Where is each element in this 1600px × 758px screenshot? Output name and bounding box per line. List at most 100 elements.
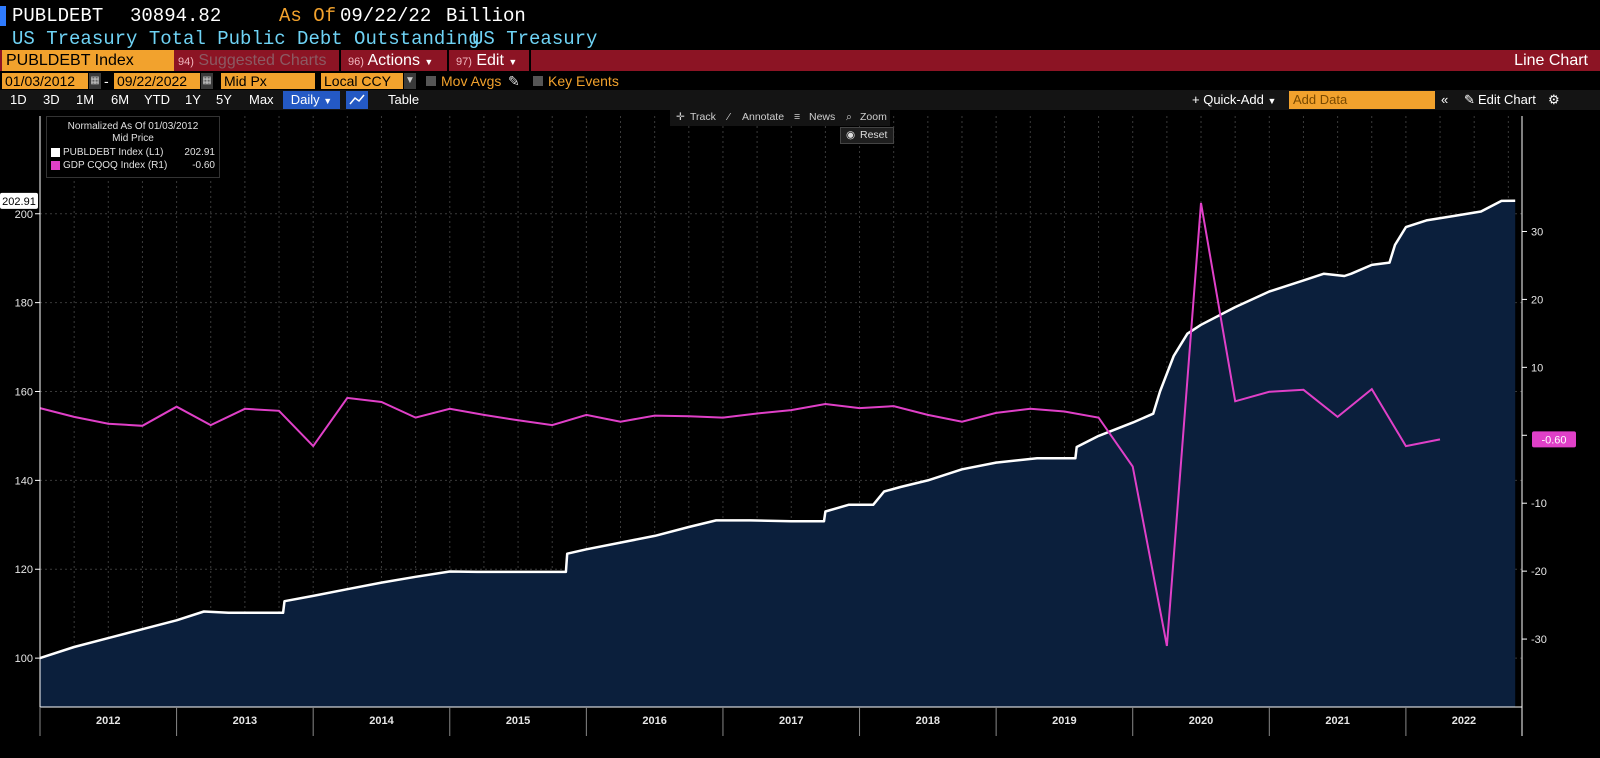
left-tick-label: 160 (15, 387, 33, 399)
year-label: 2015 (506, 715, 530, 727)
right-tick-label: -10 (1531, 498, 1547, 510)
right-tick-label: -20 (1531, 566, 1547, 578)
legend-swatch-debt (51, 148, 60, 157)
price-field-select[interactable]: Mid Px (221, 73, 315, 89)
chevron-down-icon[interactable]: ▼ (404, 73, 416, 89)
legend-series-name: GDP CQOQ Index (R1) (63, 160, 168, 171)
reset-button[interactable]: ◉ Reset (840, 127, 894, 144)
year-label: 2013 (233, 715, 257, 727)
chart-frame (39, 116, 1523, 736)
units-label: Billion (446, 5, 526, 27)
pencil-icon[interactable]: ✎ (1464, 92, 1475, 107)
as-of-date: 09/22/22 (340, 5, 432, 27)
left-tick-label: 100 (15, 653, 33, 665)
pencil-icon[interactable]: ✎ (508, 73, 520, 89)
gear-icon[interactable]: ⚙ (1548, 92, 1560, 107)
period-select[interactable]: Daily ▼ (283, 91, 340, 109)
zoom-icon[interactable]: ⌕ (846, 111, 852, 123)
mov-avgs-label: Mov Avgs (441, 73, 502, 89)
range-ytd[interactable]: YTD (144, 92, 170, 107)
table-button[interactable]: Table (388, 92, 420, 107)
year-label: 2017 (779, 715, 803, 727)
calendar-icon[interactable]: ▦ (201, 73, 213, 89)
gdp-last-value-label: -0.60 (1541, 434, 1566, 446)
legend-row-debt[interactable]: PUBLDEBT Index (L1) 202.91 (51, 147, 217, 159)
calendar-icon[interactable]: ▦ (89, 73, 101, 89)
end-date-field[interactable]: 09/22/2022 (114, 73, 200, 89)
year-label: 2014 (369, 715, 394, 727)
quick-add-button[interactable]: + Quick-Add ▼ (1192, 90, 1276, 111)
caret-down-icon: ▼ (1267, 96, 1277, 106)
description-line: US Treasury Total Public Debt Outstandin… (0, 28, 1600, 50)
line-chart-icon[interactable] (346, 91, 368, 109)
mov-avgs-checkbox[interactable] (426, 76, 436, 86)
edit-chart-button[interactable]: Edit Chart (1478, 92, 1536, 107)
menu-separator (447, 50, 449, 71)
toolbar: 1D 3D 1M 6M YTD 1Y 5Y Max Daily ▼ Table … (0, 90, 1600, 110)
annotate-button[interactable]: Annotate (742, 111, 785, 123)
chart-type-label: Line Chart (1514, 52, 1588, 69)
actions-label: Actions (367, 52, 420, 69)
crosshair-icon[interactable]: ✛ (676, 111, 685, 123)
range-1y[interactable]: 1Y (185, 92, 201, 107)
add-data-input[interactable]: Add Data (1289, 91, 1435, 109)
left-axis-ticks: 100 120 140 160 180 200 (15, 209, 40, 665)
legend-swatch-gdp (51, 161, 60, 170)
track-button[interactable]: Track (690, 111, 716, 123)
right-tick-label: -30 (1531, 634, 1547, 646)
key-events-checkbox[interactable] (533, 76, 543, 86)
legend-normalized-note: Normalized As Of 01/03/2012 (67, 121, 199, 132)
pencil-icon[interactable]: ⁄ (728, 111, 730, 123)
security-header: PUBLDEBT 30894.82 As Of 09/22/22 Billion (0, 4, 1600, 28)
legend-series-name: PUBLDEBT Index (L1) (63, 147, 164, 158)
year-label: 2020 (1189, 715, 1213, 727)
range-1d[interactable]: 1D (10, 92, 27, 107)
debt-area-fill (40, 200, 1516, 708)
news-icon[interactable]: ≡ (794, 111, 801, 123)
left-tick-label: 180 (15, 298, 33, 310)
quick-add-label: + Quick-Add (1192, 92, 1264, 107)
right-tick-label: 30 (1531, 226, 1543, 238)
debt-last-value-box (0, 192, 38, 209)
edit-num: 97) (456, 56, 472, 68)
year-label: 2012 (96, 715, 120, 727)
date-dash: - (104, 73, 109, 89)
range-max[interactable]: Max (249, 92, 274, 107)
start-date-field[interactable]: 01/03/2012 (2, 73, 88, 89)
menu-separator (529, 50, 531, 71)
year-label: 2016 (642, 715, 666, 727)
debt-last-value-label: 202.91 (2, 196, 36, 208)
caret-down-icon: ▼ (323, 96, 333, 106)
reset-icon: ◉ (846, 129, 856, 141)
caret-down-icon: ▼ (508, 57, 518, 67)
news-button[interactable]: News (809, 111, 836, 123)
left-tick-label: 120 (15, 564, 33, 576)
right-axis-ticks: -30 -20 -10 10 20 30 (1522, 226, 1547, 646)
range-5y[interactable]: 5Y (216, 92, 232, 107)
range-1m[interactable]: 1M (76, 92, 95, 107)
legend-price-field: Mid Price (112, 133, 154, 144)
suggested-charts-button[interactable]: 94) Suggested Charts (178, 50, 326, 73)
key-events-label: Key Events (548, 73, 619, 89)
collapse-icon[interactable]: « (1441, 92, 1449, 107)
chart-legend: Normalized As Of 01/03/2012 Mid Price PU… (46, 116, 220, 178)
edit-menu[interactable]: 97) Edit ▼ (456, 50, 517, 73)
year-label: 2021 (1325, 715, 1349, 727)
year-label: 2018 (916, 715, 940, 727)
legend-series-value: 202.91 (184, 147, 215, 158)
as-of-label: As Of (279, 5, 337, 27)
security-field[interactable]: PUBLDEBT Index (2, 50, 174, 71)
legend-series-value: -0.60 (192, 160, 215, 171)
actions-menu[interactable]: 96) Actions ▼ (348, 50, 433, 73)
range-3d[interactable]: 3D (43, 92, 60, 107)
legend-row-gdp[interactable]: GDP CQOQ Index (R1) -0.60 (51, 160, 217, 172)
left-tick-label: 140 (15, 475, 33, 487)
currency-select[interactable]: Local CCY (321, 73, 403, 89)
caret-down-icon: ▼ (424, 57, 434, 67)
header-accent-bar (0, 6, 6, 26)
range-6m[interactable]: 6M (111, 92, 130, 107)
zoom-button[interactable]: Zoom (860, 111, 887, 123)
x-axis-ticks: 2012 2013 2014 2015 2016 2017 2018 2019 2020 2021… (39, 707, 1476, 736)
year-label: 2019 (1052, 715, 1076, 727)
